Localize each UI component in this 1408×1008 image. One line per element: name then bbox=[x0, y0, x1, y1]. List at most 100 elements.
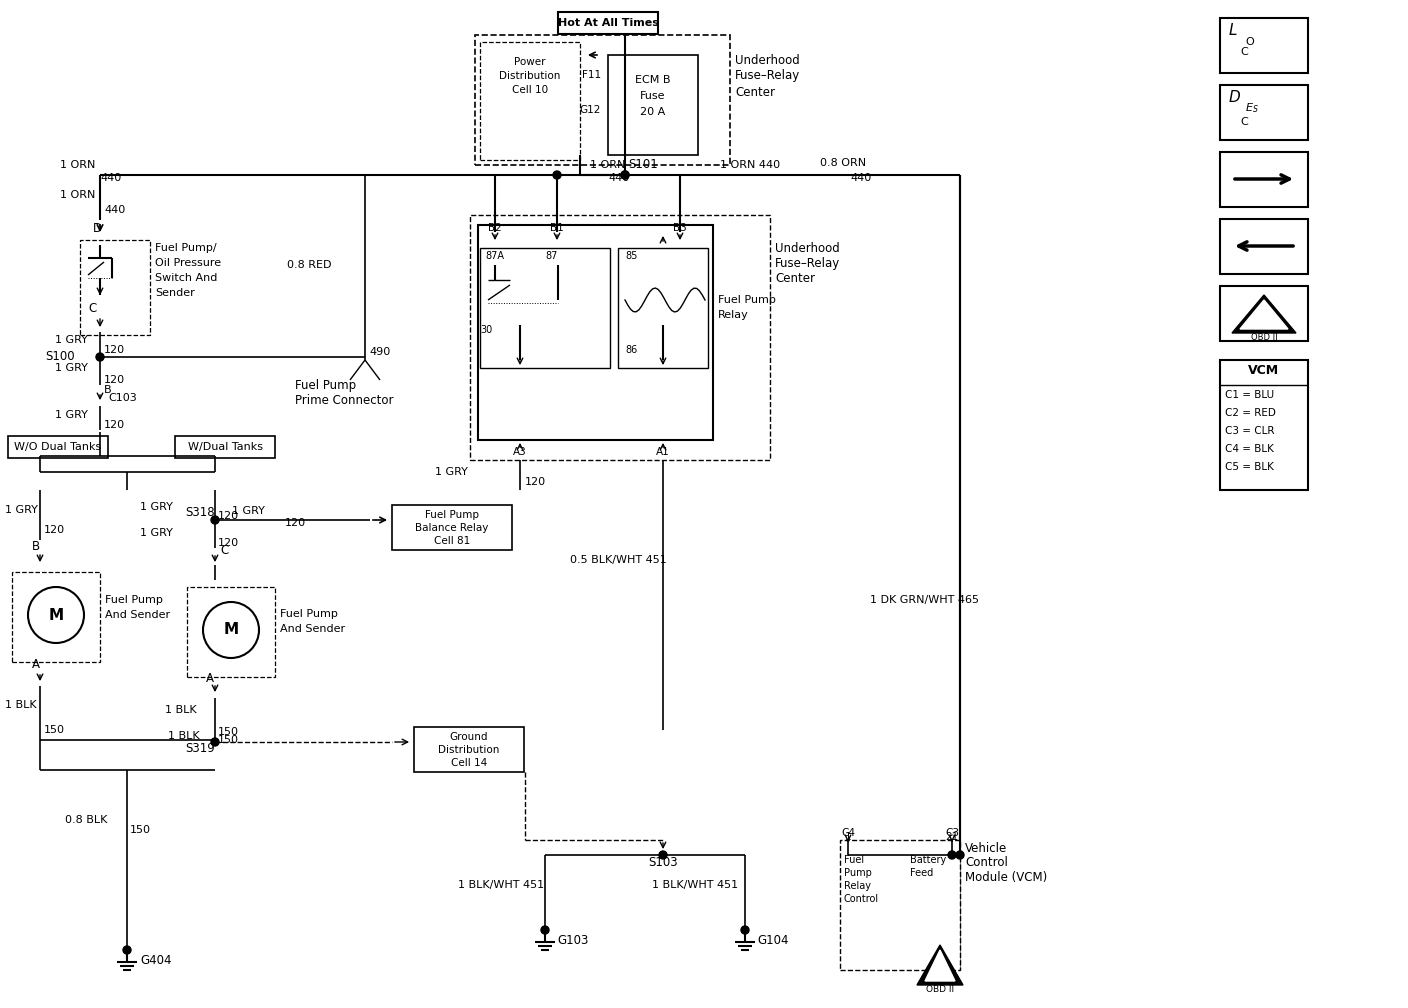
Text: Fuel: Fuel bbox=[843, 855, 865, 865]
Text: 0.8 RED: 0.8 RED bbox=[287, 260, 331, 270]
Text: W/Dual Tanks: W/Dual Tanks bbox=[187, 442, 262, 452]
Text: 440: 440 bbox=[100, 173, 121, 183]
Text: 1 ORN: 1 ORN bbox=[61, 190, 96, 200]
Circle shape bbox=[956, 851, 964, 859]
Text: C3: C3 bbox=[945, 828, 959, 838]
Text: 0.8 ORN: 0.8 ORN bbox=[819, 158, 866, 168]
Text: 120: 120 bbox=[104, 345, 125, 355]
Bar bbox=[8, 436, 108, 458]
Text: 150: 150 bbox=[218, 727, 239, 737]
Text: 120: 120 bbox=[218, 538, 239, 548]
Polygon shape bbox=[925, 950, 955, 981]
Text: S319: S319 bbox=[184, 742, 215, 755]
Bar bbox=[480, 42, 580, 160]
Text: 150: 150 bbox=[44, 725, 65, 735]
Bar bbox=[1219, 286, 1308, 341]
Text: C2 = RED: C2 = RED bbox=[1225, 408, 1276, 418]
Text: Fuse–Relay: Fuse–Relay bbox=[774, 256, 841, 269]
Text: 86: 86 bbox=[625, 345, 638, 355]
Text: Center: Center bbox=[774, 271, 815, 284]
Text: 120: 120 bbox=[104, 375, 125, 385]
Text: 440: 440 bbox=[104, 205, 125, 215]
Text: S318: S318 bbox=[184, 506, 214, 519]
Text: 1 ORN: 1 ORN bbox=[61, 160, 96, 170]
Text: C: C bbox=[87, 301, 96, 314]
Text: 1 DK GRN/WHT 465: 1 DK GRN/WHT 465 bbox=[870, 595, 979, 605]
Bar bbox=[618, 248, 708, 368]
Bar bbox=[13, 572, 100, 662]
Text: Cell 10: Cell 10 bbox=[513, 85, 548, 95]
Text: $D$: $D$ bbox=[1228, 89, 1240, 105]
Circle shape bbox=[541, 926, 549, 934]
Bar bbox=[414, 727, 524, 772]
Text: 0.8 BLK: 0.8 BLK bbox=[65, 815, 107, 825]
Text: B1: B1 bbox=[551, 223, 563, 233]
Text: Cell 81: Cell 81 bbox=[434, 536, 470, 546]
Text: 87: 87 bbox=[545, 251, 558, 261]
Text: Control: Control bbox=[964, 857, 1008, 870]
Text: 120: 120 bbox=[218, 511, 239, 521]
Text: $E_S$: $E_S$ bbox=[1245, 101, 1259, 115]
Bar bbox=[477, 225, 712, 440]
Text: G103: G103 bbox=[558, 933, 589, 947]
Text: Control: Control bbox=[843, 894, 879, 904]
Text: C5 = BLK: C5 = BLK bbox=[1225, 462, 1274, 472]
Text: 490: 490 bbox=[369, 347, 390, 357]
Text: O: O bbox=[1245, 37, 1253, 47]
Bar bbox=[1219, 219, 1308, 274]
Text: Fuel Pump: Fuel Pump bbox=[106, 595, 163, 605]
Text: M: M bbox=[224, 623, 238, 637]
Text: OBD II: OBD II bbox=[926, 986, 955, 995]
Text: S100: S100 bbox=[45, 351, 75, 364]
Circle shape bbox=[741, 926, 749, 934]
Bar bbox=[187, 587, 275, 677]
Bar bbox=[841, 840, 960, 970]
Text: Prime Connector: Prime Connector bbox=[296, 393, 393, 406]
Text: C4: C4 bbox=[841, 828, 855, 838]
Text: Hot At All Times: Hot At All Times bbox=[558, 18, 659, 28]
Text: 120: 120 bbox=[104, 420, 125, 430]
Text: 440: 440 bbox=[608, 173, 629, 183]
Text: 1 GRY: 1 GRY bbox=[139, 528, 173, 538]
Text: C3 = CLR: C3 = CLR bbox=[1225, 426, 1274, 436]
Bar bbox=[1219, 18, 1308, 73]
Bar bbox=[558, 12, 658, 34]
Text: 1 BLK: 1 BLK bbox=[168, 731, 200, 741]
Text: S103: S103 bbox=[648, 856, 677, 869]
Text: Distribution: Distribution bbox=[500, 71, 560, 81]
Text: Underhood: Underhood bbox=[774, 242, 839, 254]
Text: Relay: Relay bbox=[843, 881, 872, 891]
Text: G404: G404 bbox=[139, 954, 172, 967]
Text: 150: 150 bbox=[218, 735, 239, 745]
Text: 1 GRY: 1 GRY bbox=[232, 506, 265, 516]
Text: Battery: Battery bbox=[910, 855, 946, 865]
Text: 1 GRY: 1 GRY bbox=[55, 410, 87, 420]
Bar bbox=[474, 35, 729, 165]
Text: Sender: Sender bbox=[155, 288, 194, 298]
Text: C: C bbox=[1240, 47, 1247, 57]
Text: 1 ORN: 1 ORN bbox=[590, 160, 625, 170]
Circle shape bbox=[621, 171, 629, 179]
Text: 440: 440 bbox=[850, 173, 872, 183]
Text: C: C bbox=[220, 543, 228, 556]
Circle shape bbox=[96, 353, 104, 361]
Text: Balance Relay: Balance Relay bbox=[415, 523, 489, 533]
Text: $L$: $L$ bbox=[1228, 22, 1238, 38]
Text: Power: Power bbox=[514, 57, 546, 67]
Text: And Sender: And Sender bbox=[280, 624, 345, 634]
Text: Feed: Feed bbox=[910, 868, 934, 878]
Text: ECM B: ECM B bbox=[635, 75, 670, 85]
Circle shape bbox=[211, 516, 220, 524]
Circle shape bbox=[621, 171, 629, 179]
Text: Switch And: Switch And bbox=[155, 273, 217, 283]
Text: Oil Pressure: Oil Pressure bbox=[155, 258, 221, 268]
Text: 1 BLK: 1 BLK bbox=[6, 700, 37, 710]
Text: Fuse–Relay: Fuse–Relay bbox=[735, 70, 800, 83]
Text: Underhood: Underhood bbox=[735, 53, 800, 67]
Text: D: D bbox=[93, 222, 103, 235]
Text: A: A bbox=[32, 658, 39, 671]
Text: Relay: Relay bbox=[718, 310, 749, 320]
Bar bbox=[1219, 85, 1308, 140]
Text: 1 GRY: 1 GRY bbox=[55, 335, 87, 345]
Text: 20 A: 20 A bbox=[641, 107, 666, 117]
